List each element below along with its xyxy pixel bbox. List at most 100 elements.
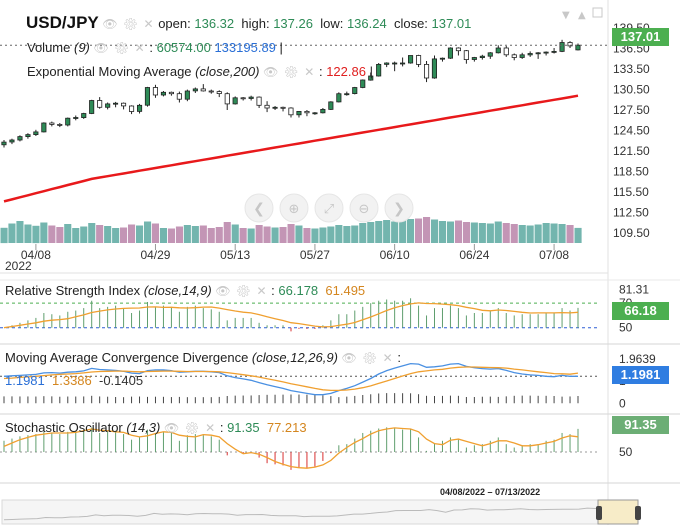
volume-bar — [351, 225, 359, 243]
rsi-name: Relative Strength Index — [5, 283, 141, 298]
close-value: 137.01 — [431, 16, 472, 31]
candles-series[interactable] — [1, 39, 581, 148]
volume-bar — [247, 228, 255, 243]
volume-bar — [446, 221, 454, 243]
candle-body — [296, 111, 302, 116]
pan-right-icon[interactable] — [384, 193, 414, 223]
macd-value-1: 1.1981 — [5, 373, 45, 388]
volume-bar — [207, 228, 215, 243]
volume-bar — [159, 228, 167, 243]
volume-bar — [502, 223, 510, 243]
volume-bar — [550, 223, 558, 243]
zoom-reset-glyph: ⤢ — [324, 202, 334, 217]
symbol-label: USD/JPY — [26, 13, 99, 32]
stoch-eye-icon[interactable]: 👁 ⚙ ✕ — [163, 421, 217, 435]
price-tick-label: 112.50 — [613, 205, 649, 219]
zoom-in-icon[interactable] — [279, 193, 309, 223]
indicator-tick-label: 50 — [619, 321, 633, 335]
time-year-label: 2022 — [5, 259, 32, 273]
candle-body — [256, 96, 262, 106]
macd-values: 1.1981 1.3386 -0.1405 — [5, 373, 143, 388]
navigator[interactable] — [1, 499, 607, 525]
rsi-sep: : — [271, 283, 275, 298]
volume-bar — [40, 222, 48, 243]
volume-param: (9) — [74, 40, 90, 55]
zoom-reset-icon[interactable] — [314, 193, 344, 223]
volume-bar — [215, 227, 223, 243]
candle-body — [49, 122, 55, 125]
candle-body — [200, 88, 206, 92]
candle-body — [17, 136, 23, 141]
candle-body — [240, 97, 246, 100]
candle-body — [320, 109, 326, 114]
volume-bar — [279, 227, 287, 243]
volume-bar — [327, 226, 335, 243]
time-axis: 04/08 04/29 05/13 05/27 06/10 06/24 07/08 2022 — [5, 244, 569, 273]
candle-body — [551, 51, 557, 53]
volume-bar — [558, 224, 566, 243]
volume-series — [0, 217, 582, 244]
zoom-in-glyph: ⊕ — [289, 202, 300, 217]
candle-body — [360, 79, 366, 88]
candle-body — [65, 117, 71, 126]
candle-body — [312, 112, 318, 115]
volume-bar — [510, 224, 518, 243]
candle-body — [113, 102, 119, 105]
volume-bar — [367, 222, 375, 243]
navigator-series — [3, 507, 605, 521]
macd-eye-icon[interactable]: 👁 ⚙ ✕ — [341, 351, 394, 365]
ema-eye-icon[interactable]: 👁 ⚙ ✕ — [263, 65, 316, 79]
time-tick-label: 04/29 — [140, 248, 170, 262]
candle-body — [352, 87, 358, 94]
candle-body — [1, 141, 7, 146]
volume-bar — [48, 225, 56, 243]
eye-icon[interactable]: 👁 ⚙ ✕ — [102, 17, 155, 31]
volume-bar — [462, 222, 470, 243]
stoch-param: (14,3) — [126, 420, 161, 435]
candle-body — [272, 106, 278, 109]
volume-eye-icon[interactable]: 👁 ⚙ ✕ — [93, 41, 146, 55]
navigator-left-handle[interactable] — [596, 506, 602, 520]
volume-bar — [542, 223, 550, 243]
candle-body — [503, 47, 509, 56]
volume-bar — [399, 220, 407, 243]
candle-body — [97, 100, 103, 108]
rsi-value-2: 61.495 — [325, 283, 366, 298]
macd-panel[interactable]: 1.963910 — [0, 352, 656, 410]
macd-param: (close,12,26,9) — [251, 350, 338, 365]
candle-body — [57, 124, 63, 126]
zoom-controls[interactable]: ❮ ⊕ ⤢ ⊖ ❯ — [244, 193, 414, 223]
candle-body — [248, 96, 254, 99]
volume-bar — [423, 217, 431, 243]
rsi-legend: Relative Strength Index (close,14,9) 👁 ⚙… — [5, 283, 365, 298]
zoom-out-icon[interactable] — [349, 193, 379, 223]
candle-body — [567, 42, 573, 47]
candle-body — [184, 90, 190, 100]
rsi-eye-icon[interactable]: 👁 ⚙ ✕ — [215, 284, 268, 298]
stoch-value-2: 77.213 — [266, 420, 307, 435]
volume-bar — [72, 228, 80, 243]
volume-value-2: 133195.89 — [214, 40, 276, 55]
price-tick-label: 124.50 — [613, 124, 650, 138]
pan-left-icon[interactable] — [244, 193, 274, 223]
candle-body — [431, 58, 437, 79]
volume-bar — [32, 225, 40, 244]
maximize-icon[interactable] — [592, 7, 603, 18]
candle-body — [415, 55, 422, 65]
candle-body — [192, 88, 198, 92]
navigator-right-handle[interactable] — [635, 506, 641, 520]
volume-bar — [431, 219, 439, 243]
main-legend: USD/JPY 👁 ⚙ ✕ open: 136.32 high: 137.26 … — [26, 13, 471, 33]
volume-bar — [120, 227, 128, 243]
volume-bar — [80, 226, 88, 243]
candle-body — [144, 87, 151, 106]
move-up-icon[interactable]: ▲ — [578, 10, 586, 21]
volume-bar — [335, 225, 343, 243]
volume-bar — [151, 223, 159, 243]
move-down-icon[interactable]: ▼ — [562, 10, 570, 21]
navigator-selection[interactable] — [597, 499, 639, 525]
ema-sep: : — [318, 64, 323, 79]
price-tick-label: 127.50 — [613, 103, 650, 117]
price-tick-label: 109.50 — [613, 226, 650, 240]
